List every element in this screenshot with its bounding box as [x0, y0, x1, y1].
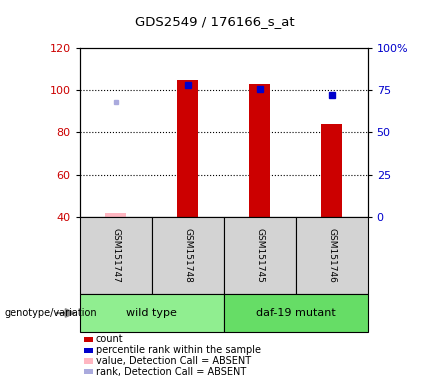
Text: GSM151747: GSM151747 [111, 228, 120, 283]
Text: daf-19 mutant: daf-19 mutant [256, 308, 335, 318]
Bar [105, 213, 126, 217]
Text: GSM151745: GSM151745 [255, 228, 264, 283]
Text: wild type: wild type [126, 308, 177, 318]
Bar [249, 84, 270, 217]
Bar [177, 80, 198, 217]
Text: value, Detection Call = ABSENT: value, Detection Call = ABSENT [96, 356, 251, 366]
Bar [321, 124, 342, 217]
Text: GSM151746: GSM151746 [327, 228, 336, 283]
Text: percentile rank within the sample: percentile rank within the sample [96, 345, 261, 355]
Text: GDS2549 / 176166_s_at: GDS2549 / 176166_s_at [135, 15, 295, 28]
Text: count: count [96, 334, 123, 344]
Text: genotype/variation: genotype/variation [4, 308, 97, 318]
Text: GSM151748: GSM151748 [183, 228, 192, 283]
Text: rank, Detection Call = ABSENT: rank, Detection Call = ABSENT [96, 367, 246, 377]
